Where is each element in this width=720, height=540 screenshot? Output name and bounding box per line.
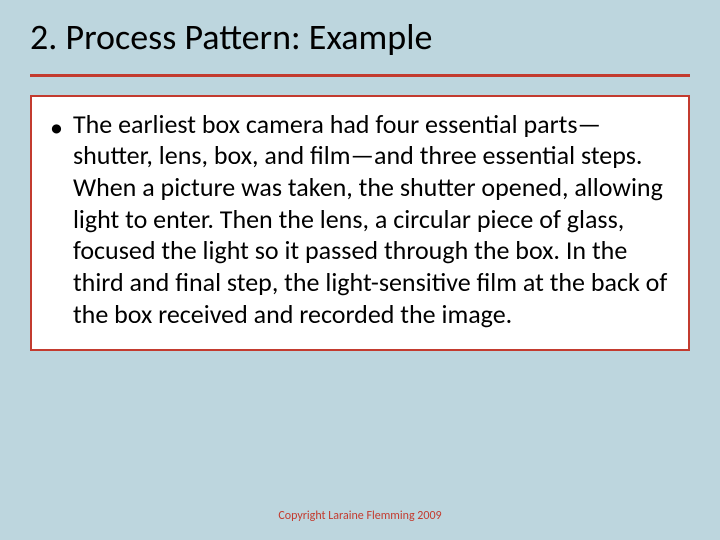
- bullet-glyph: •: [50, 111, 63, 144]
- copyright-text: Copyright Laraine Flemming 2009: [278, 509, 441, 523]
- bullet-item: • The earliest box camera had four essen…: [50, 109, 670, 331]
- footer: Copyright Laraine Flemming 2009: [0, 505, 720, 524]
- slide-title: 2. Process Pattern: Example: [30, 18, 690, 58]
- content-box: • The earliest box camera had four essen…: [30, 95, 690, 351]
- title-region: 2. Process Pattern: Example: [0, 0, 720, 68]
- body-text: The earliest box camera had four essenti…: [73, 109, 670, 331]
- title-underline: [30, 74, 690, 77]
